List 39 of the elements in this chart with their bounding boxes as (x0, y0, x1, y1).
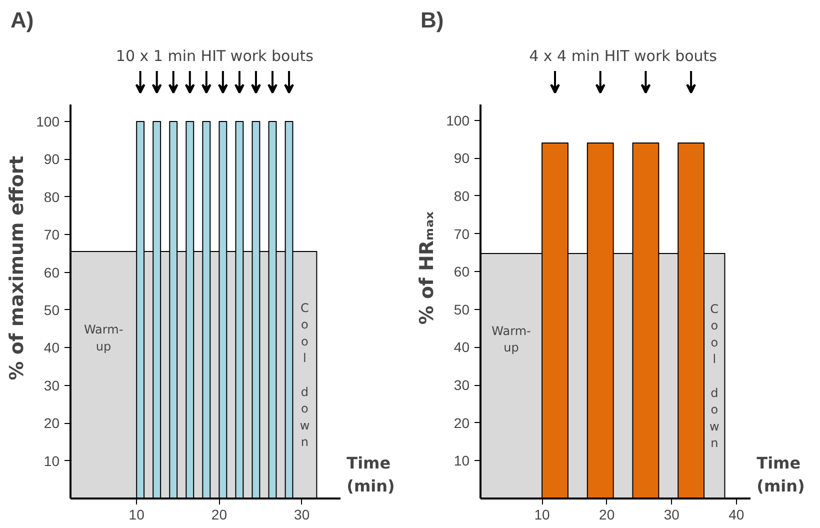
text: Cool down (709, 302, 720, 450)
y-tick-label: 30 (44, 377, 60, 394)
y-tick-label: 60 (454, 264, 470, 280)
y-axis-title: % of maximum effort (6, 156, 28, 380)
annotation: Warm- up (84, 322, 124, 354)
y-tick-label: 80 (454, 188, 470, 204)
chart-subtitle: 10 x 1 min HIT work bouts (116, 47, 314, 66)
annotation: Warm- up (492, 324, 531, 355)
x-tick-label: 20 (211, 506, 228, 522)
y-tick-label: 100 (446, 112, 470, 128)
y-tick-label: 60 (44, 264, 60, 280)
y-tick-label: 10 (44, 452, 60, 469)
y-tick-label: 50 (454, 301, 470, 318)
y-tick-label: 40 (44, 340, 60, 356)
x-tick-label: 10 (534, 506, 550, 522)
y-tick-label: 90 (454, 150, 470, 166)
x-tick-label: 30 (664, 506, 680, 522)
x-tick-label: 20 (599, 506, 615, 522)
y-tick-label: 10 (454, 452, 470, 469)
y-tick-label: 30 (454, 377, 470, 394)
x-axis-title: Time (min) (346, 454, 395, 496)
chart-subtitle: 4 x 4 min HIT work bouts (529, 47, 718, 66)
y-tick-label: 50 (44, 302, 60, 318)
y-tick-label: 40 (454, 339, 470, 356)
x-tick-label: 10 (128, 506, 145, 522)
x-axis-title: Time (min) (756, 454, 805, 496)
y-tick-label: 90 (44, 151, 60, 168)
chart-title: A) (10, 8, 34, 32)
y-tick-label: 70 (454, 226, 470, 242)
chart-title: B) (420, 8, 444, 32)
y-tick-label: 100 (36, 113, 60, 130)
y-tick-label: 80 (44, 188, 60, 205)
y-tick-label: 20 (454, 414, 470, 431)
x-tick-label: 30 (294, 506, 310, 522)
y-tick-label: 20 (44, 415, 60, 432)
y-tick-label: 70 (44, 226, 60, 243)
text: Cool down (300, 300, 310, 450)
y-axis-title: % of HRₘₐₓ (416, 211, 438, 325)
x-tick-label: 40 (728, 506, 744, 522)
